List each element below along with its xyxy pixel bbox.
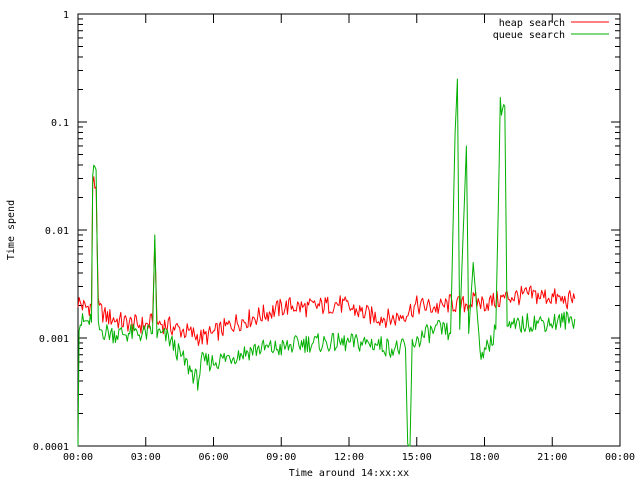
legend-label-heap-search: heap search	[499, 18, 565, 29]
x-tick-label: 03:00	[131, 452, 161, 463]
legend-label-queue-search: queue search	[493, 30, 565, 41]
x-axis-label: Time around 14:xx:xx	[289, 468, 409, 479]
y-tick-label: 0.1	[51, 118, 69, 129]
series-layer	[77, 78, 576, 447]
y-tick-label: 0.001	[39, 334, 69, 345]
x-tick-label: 00:00	[605, 452, 635, 463]
y-tick-label: 1	[63, 10, 69, 21]
y-tick-label: 0.01	[45, 226, 69, 237]
x-tick-label: 15:00	[402, 452, 432, 463]
series-line-heap-search	[77, 176, 576, 346]
x-tick-label: 09:00	[266, 452, 296, 463]
y-tick-label: 0.0001	[33, 442, 69, 453]
series-line-queue-search	[77, 78, 576, 447]
x-tick-label: 00:00	[63, 452, 93, 463]
x-axis-ticks: 00:00 03:00 06:00 09:00 12:00 15:00 18:00 21:00…	[63, 14, 635, 463]
x-tick-label: 21:00	[537, 452, 567, 463]
x-tick-label: 06:00	[198, 452, 228, 463]
plot-frame	[77, 13, 621, 447]
legend: heap search queue search	[493, 18, 609, 41]
y-axis-label: Time spend	[6, 200, 17, 260]
x-tick-label: 18:00	[469, 452, 499, 463]
y-axis-ticks: 0.0001 0.001 0.01 0.1 1	[33, 10, 620, 453]
x-tick-label: 12:00	[334, 452, 364, 463]
